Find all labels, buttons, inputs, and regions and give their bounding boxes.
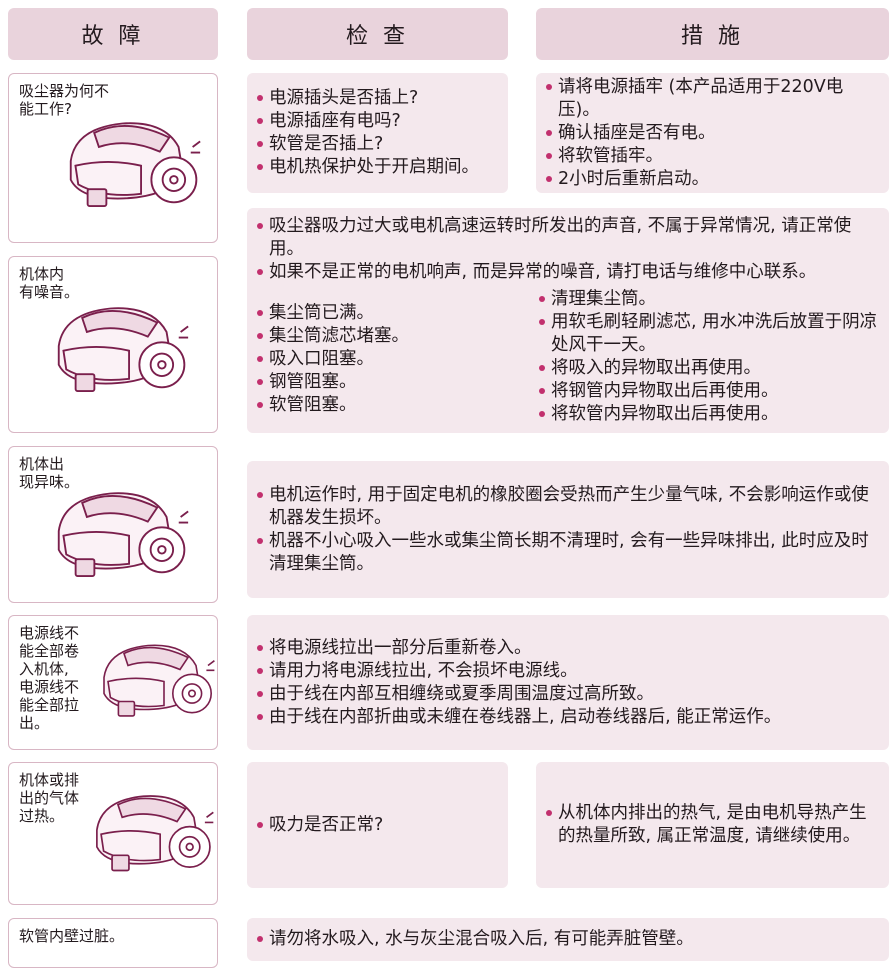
check-panel: 电源插头是否插上? 电源插座有电吗? 软管是否插上? 电机热保护处于开启期间。 [247, 73, 508, 193]
list-item: 将电源线拉出一部分后重新卷入。 [257, 637, 879, 660]
fault-line: 电源线不 [19, 624, 80, 642]
list-item: 吸力是否正常? [257, 814, 498, 837]
list-item: 由于线在内部互相缠绕或夏季周围温度过高所致。 [257, 683, 879, 706]
fault-line: 入机体, [19, 660, 69, 678]
fault-line: 能全部拉 [19, 696, 80, 714]
list-item: 电源插座有电吗? [257, 110, 498, 133]
fault-line: 电源线不 [19, 678, 80, 696]
fault-line: 机体内 [19, 265, 65, 283]
list-item: 电机热保护处于开启期间。 [257, 156, 498, 179]
list-item: 电源插头是否插上? [257, 87, 498, 110]
measure-panel: 从机体内排出的热气, 是由电机导热产生的热量所致, 属正常温度, 请继续使用。 [536, 762, 889, 888]
header-cell: 检 查 [247, 8, 508, 60]
merged-panel: 请勿将水吸入, 水与灰尘混合吸入后, 有可能弄脏管壁。 [247, 918, 889, 961]
fault-line: 能工作? [19, 100, 72, 118]
list-item: 将软管内异物取出后再使用。 [539, 403, 879, 426]
list-item: 请用力将电源线拉出, 不会损坏电源线。 [257, 660, 879, 683]
list-item: 将吸入的异物取出再使用。 [539, 357, 879, 380]
list-item: 将钢管内异物取出后再使用。 [539, 380, 879, 403]
list-item: 吸尘器吸力过大或电机高速运转时所发出的声音, 不属于异常情况, 请正常使用。 [257, 215, 879, 261]
list-item: 请将电源插牢 (本产品适用于220V电压)。 [546, 76, 879, 122]
list-item: 电机运作时, 用于固定电机的橡胶圈会受热而产生少量气味, 不会影响运作或使机器发… [257, 484, 879, 530]
measure-list: 清理集尘筒。 用软毛刷轻刷滤芯, 用水冲洗后放置于阴凉处风干一天。 将吸入的异物取出… [539, 288, 879, 426]
measure-panel: 请将电源插牢 (本产品适用于220V电压)。 确认插座是否有电。 将软管插牢。 2小时… [536, 73, 889, 193]
list-item: 请勿将水吸入, 水与灰尘混合吸入后, 有可能弄脏管壁。 [257, 928, 879, 951]
list-item: 软管阻塞。 [257, 394, 539, 417]
list-item: 确认插座是否有电。 [546, 122, 879, 145]
check-panel: 吸力是否正常? [247, 762, 508, 888]
list-item: 吸入口阻塞。 [257, 348, 539, 371]
fault-line: 软管内壁过脏。 [19, 927, 125, 945]
fault-line: 吸尘器为何不 [19, 82, 110, 100]
vacuum-illustration [95, 795, 215, 872]
fault-line: 现异味。 [19, 473, 80, 491]
columns: 集尘筒已满。 集尘筒滤芯堵塞。 吸入口阻塞。 钢管阻塞。 软管阻塞。 清理集尘筒。 用软毛刷… [257, 288, 879, 426]
merged-panel: 将电源线拉出一部分后重新卷入。 请用力将电源线拉出, 不会损坏电源线。 由于线在内部… [247, 615, 889, 750]
list-item: 2小时后重新启动。 [546, 168, 879, 191]
fault-line: 出。 [19, 714, 50, 732]
list-item: 将软管插牢。 [546, 145, 879, 168]
header-cell: 措 施 [536, 8, 889, 60]
vacuum-illustration [57, 307, 190, 393]
list-item: 清理集尘筒。 [539, 288, 879, 311]
fault-cell: 软管内壁过脏。 [8, 918, 218, 968]
list-item: 从机体内排出的热气, 是由电机导热产生的热量所致, 属正常温度, 请继续使用。 [546, 802, 879, 848]
list-item: 用软毛刷轻刷滤芯, 用水冲洗后放置于阴凉处风干一天。 [539, 311, 879, 357]
fault-line: 出的气体 [19, 789, 80, 807]
list-item: 机器不小心吸入一些水或集尘筒长期不清理时, 会有一些异味排出, 此时应及时清理集… [257, 530, 879, 576]
vacuum-illustration [69, 122, 202, 208]
list-item: 钢管阻塞。 [257, 371, 539, 394]
vacuum-illustration [103, 644, 216, 717]
list-item: 集尘筒滤芯堵塞。 [257, 325, 539, 348]
merged-panel: 电机运作时, 用于固定电机的橡胶圈会受热而产生少量气味, 不会影响运作或使机器发… [247, 461, 889, 598]
list-item: 集尘筒已满。 [257, 302, 539, 325]
merged-panel: 吸尘器吸力过大或电机高速运转时所发出的声音, 不属于异常情况, 请正常使用。 如果… [247, 208, 889, 433]
fault-line: 机体出 [19, 455, 65, 473]
fault-line: 能全部卷 [19, 642, 80, 660]
fault-line: 有噪音。 [19, 283, 80, 301]
vacuum-illustration [57, 492, 190, 578]
list-item: 软管是否插上? [257, 133, 498, 156]
list-item: 如果不是正常的电机响声, 而是异常的噪音, 请打电话与维修中心联系。 [257, 261, 879, 284]
check-list: 集尘筒已满。 集尘筒滤芯堵塞。 吸入口阻塞。 钢管阻塞。 软管阻塞。 [257, 302, 539, 426]
fault-line: 过热。 [19, 807, 65, 825]
fault-line: 机体或排 [19, 771, 80, 789]
list-item: 由于线在内部折曲或未缠在卷线器上, 启动卷线器后, 能正常运作。 [257, 706, 879, 729]
header-cell: 故 障 [8, 8, 218, 60]
